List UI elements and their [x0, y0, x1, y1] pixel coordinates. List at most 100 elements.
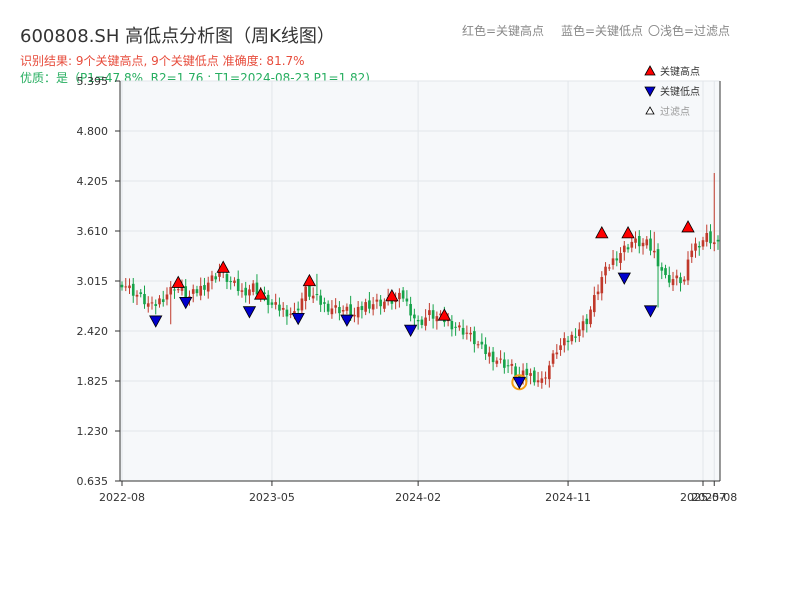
candle-body: [682, 279, 686, 282]
candle-body: [169, 286, 173, 295]
x-tick-label: 2022-08: [99, 491, 145, 504]
candle-body: [334, 305, 337, 308]
candle-body: [218, 272, 221, 277]
candle-body: [712, 242, 716, 245]
candle-body: [488, 352, 491, 357]
top-legend-red: 红色=关键高点: [462, 24, 545, 38]
candle-body: [293, 311, 296, 315]
candle-body: [664, 268, 667, 276]
y-tick-label: 1.825: [77, 375, 109, 388]
candle-body: [596, 291, 600, 295]
key-high-marker: [621, 226, 635, 239]
candle-body: [203, 285, 206, 290]
candle-body: [210, 275, 214, 281]
candle-body: [233, 280, 236, 283]
candle-body: [146, 303, 150, 307]
key-low-marker: [179, 297, 193, 310]
candle-body: [551, 353, 555, 364]
candle-body: [589, 309, 592, 325]
candle-body: [476, 344, 480, 346]
legend-low-label: 关键低点: [660, 85, 700, 98]
candle-body: [709, 231, 712, 244]
candle-body: [435, 316, 439, 322]
candle-body: [356, 306, 360, 318]
candle-body: [150, 302, 154, 304]
candle-body: [158, 298, 161, 305]
candle-body: [251, 283, 255, 292]
y-tick-label: 4.800: [77, 125, 109, 138]
candle-body: [439, 313, 442, 316]
candle-body: [398, 292, 401, 300]
candle-body: [368, 300, 371, 309]
y-tick-label: 3.610: [77, 225, 109, 238]
legend-filtered-marker: [645, 106, 655, 115]
candle-body: [697, 246, 701, 248]
marker-layer: [149, 220, 695, 391]
candle-body: [161, 299, 165, 303]
top-legend-light: 〇浅色=过滤点: [648, 24, 731, 38]
key-high-marker: [437, 308, 452, 321]
candle-body: [521, 370, 525, 379]
candle-body: [705, 233, 709, 242]
legend-filtered-label: 过滤点: [660, 105, 690, 118]
x-tick-label: 2024-11: [545, 491, 591, 504]
candle-body: [274, 302, 277, 305]
key-low-marker: [403, 324, 418, 337]
candle-body: [604, 266, 607, 276]
candle-body: [326, 303, 330, 312]
candle-body: [555, 352, 559, 355]
candle-body: [341, 309, 345, 312]
key-low-marker: [617, 272, 631, 285]
candle-body: [536, 380, 540, 383]
candle-body: [506, 365, 510, 367]
candle-body: [184, 286, 188, 298]
candle-body: [199, 285, 203, 296]
candle-body: [566, 340, 570, 343]
candle-body: [645, 239, 649, 246]
candle-body: [281, 307, 285, 310]
key-high-marker: [216, 260, 230, 273]
candle-body: [491, 351, 495, 363]
candle-body: [544, 377, 547, 379]
candle-body: [263, 292, 266, 295]
legend-high-label: 关键高点: [660, 65, 700, 78]
candle-body: [154, 304, 158, 306]
candle-body: [371, 304, 375, 310]
key-low-marker: [643, 305, 658, 318]
key-low-marker: [512, 376, 527, 390]
candle-body: [405, 298, 409, 302]
filtered-point-ring: [511, 374, 528, 391]
key-low-marker: [340, 314, 354, 327]
candle-body: [225, 274, 229, 282]
candle-body: [120, 284, 124, 288]
candle-body: [652, 250, 656, 253]
key-high-marker: [171, 275, 185, 288]
candle-body: [473, 331, 476, 345]
x-tick-label: 2025-08: [691, 491, 737, 504]
candle-body: [484, 344, 487, 355]
candle-body: [143, 293, 146, 305]
candle-body: [637, 236, 641, 247]
key-low-marker: [242, 306, 257, 319]
candle-body: [206, 282, 210, 292]
candle-body: [244, 287, 248, 296]
candle-body: [701, 240, 705, 247]
candle-body: [671, 279, 675, 286]
candle-body: [416, 320, 420, 322]
candle-body: [229, 281, 233, 283]
candle-body: [236, 278, 240, 291]
candle-body: [469, 332, 472, 335]
candle-body: [454, 326, 457, 328]
candle-body: [533, 370, 536, 383]
candle-body: [338, 306, 341, 314]
candle-body: [619, 253, 622, 263]
candle-body: [686, 259, 690, 281]
y-tick-label: 1.230: [77, 425, 109, 438]
key-high-marker: [302, 273, 317, 287]
candle-body: [694, 243, 697, 251]
candle-body: [461, 327, 465, 335]
result-summary: 识别结果: 9个关键高点, 9个关键低点 准确度: 81.7%: [20, 54, 305, 68]
y-tick-label: 4.205: [77, 175, 109, 188]
candle-body: [270, 302, 274, 305]
